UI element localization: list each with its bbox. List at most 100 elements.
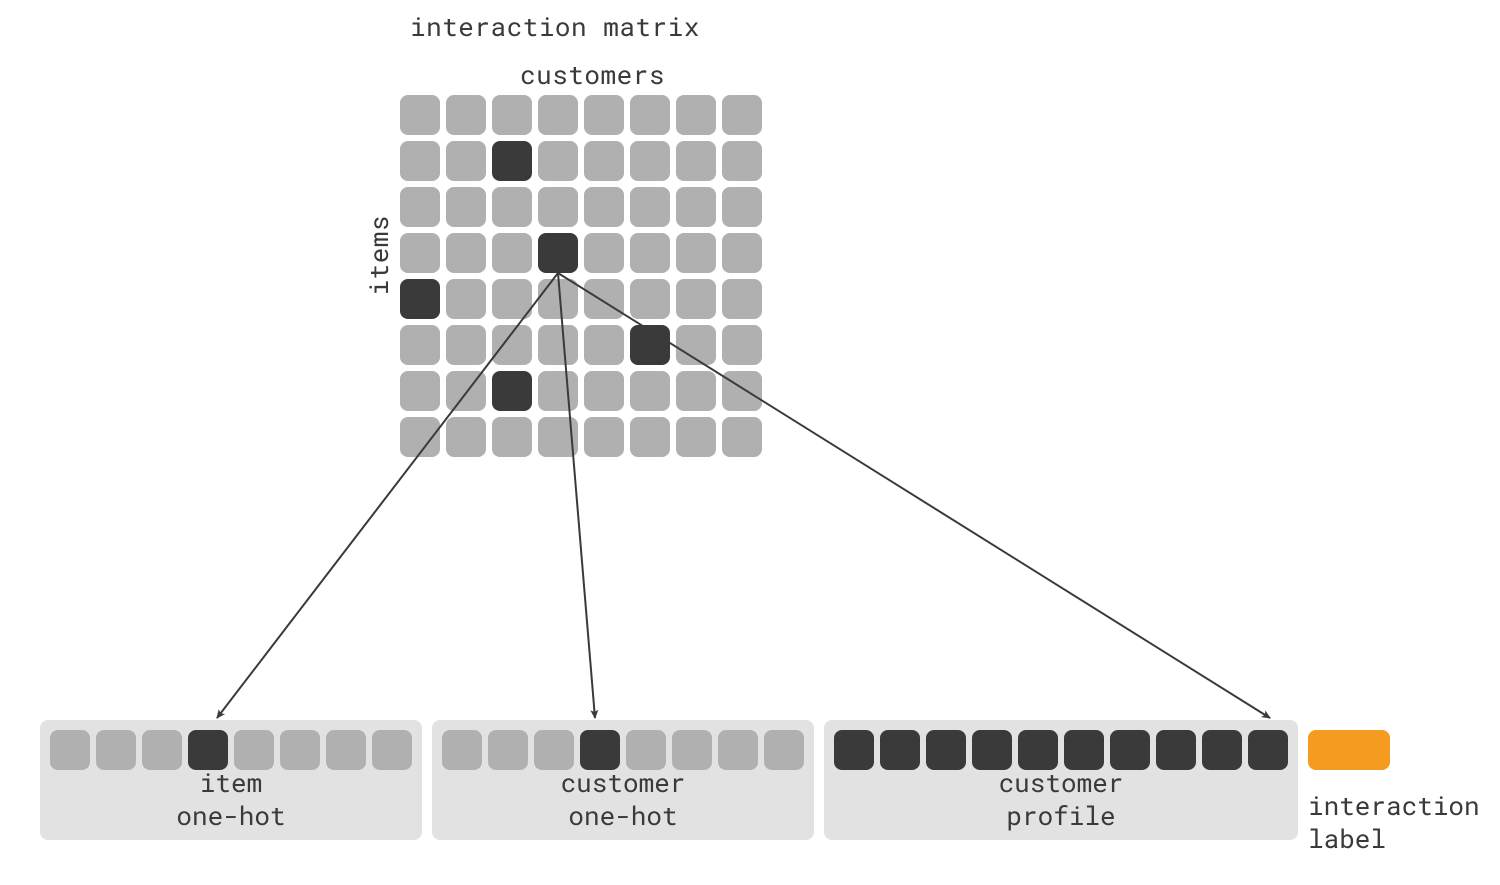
customer-one-hot-caption: customer one-hot — [432, 767, 814, 832]
diagram-title: interaction matrix — [410, 10, 700, 44]
matrix-cell — [538, 279, 578, 319]
matrix-cell — [492, 371, 532, 411]
matrix-cell — [538, 325, 578, 365]
vector-cell — [1110, 730, 1150, 770]
vector-cell — [1202, 730, 1242, 770]
vector-cell — [626, 730, 666, 770]
vector-cell — [834, 730, 874, 770]
matrix-cell — [584, 95, 624, 135]
matrix-cell — [492, 417, 532, 457]
matrix-cell — [630, 417, 670, 457]
matrix-cell — [492, 187, 532, 227]
vector-cell — [764, 730, 804, 770]
matrix-cell — [676, 233, 716, 273]
matrix-cell — [722, 417, 762, 457]
matrix-cell — [722, 233, 762, 273]
matrix-cell — [630, 95, 670, 135]
vector-cell — [1018, 730, 1058, 770]
matrix-cell — [446, 233, 486, 273]
vector-cell — [234, 730, 274, 770]
matrix-cell — [400, 95, 440, 135]
matrix-cell — [584, 233, 624, 273]
vector-cell — [718, 730, 758, 770]
columns-axis-label: customers — [520, 58, 665, 92]
matrix-cell — [492, 95, 532, 135]
matrix-cell — [400, 325, 440, 365]
matrix-cell — [630, 141, 670, 181]
vector-cell — [326, 730, 366, 770]
matrix-cell — [400, 417, 440, 457]
matrix-cell — [630, 279, 670, 319]
matrix-cell — [492, 279, 532, 319]
matrix-cell — [446, 187, 486, 227]
matrix-cell — [630, 187, 670, 227]
matrix-cell — [722, 141, 762, 181]
vector-cell — [880, 730, 920, 770]
matrix-cell — [538, 233, 578, 273]
matrix-cell — [584, 187, 624, 227]
matrix-cell — [676, 279, 716, 319]
vector-cell — [372, 730, 412, 770]
interaction-label-group: interaction label — [1308, 720, 1480, 855]
vector-cell — [1248, 730, 1288, 770]
diagram-stage: interaction matrix customers items item … — [0, 0, 1500, 885]
matrix-cell — [630, 233, 670, 273]
matrix-cell — [722, 95, 762, 135]
matrix-cell — [400, 233, 440, 273]
matrix-cell — [538, 141, 578, 181]
item-one-hot-caption: item one-hot — [40, 767, 422, 832]
interaction-matrix — [400, 95, 762, 457]
matrix-cell — [492, 233, 532, 273]
matrix-cell — [492, 141, 532, 181]
matrix-cell — [446, 141, 486, 181]
vector-cell — [534, 730, 574, 770]
matrix-cell — [584, 325, 624, 365]
matrix-cell — [722, 325, 762, 365]
matrix-cell — [722, 279, 762, 319]
matrix-cell — [446, 417, 486, 457]
matrix-cell — [584, 371, 624, 411]
matrix-cell — [446, 371, 486, 411]
vector-cell — [442, 730, 482, 770]
matrix-cell — [630, 371, 670, 411]
rows-axis-label: items — [362, 215, 396, 296]
matrix-cell — [400, 141, 440, 181]
matrix-cell — [584, 417, 624, 457]
vector-cell — [50, 730, 90, 770]
customer-one-hot-panel: customer one-hot — [432, 720, 814, 840]
matrix-cell — [584, 141, 624, 181]
matrix-cell — [538, 417, 578, 457]
matrix-cell — [676, 325, 716, 365]
vector-cell — [580, 730, 620, 770]
vector-cell — [672, 730, 712, 770]
matrix-cell — [630, 325, 670, 365]
customer-profile-panel: customer profile — [824, 720, 1298, 840]
matrix-cell — [446, 279, 486, 319]
matrix-cell — [676, 417, 716, 457]
customer-profile-caption: customer profile — [824, 767, 1298, 832]
vector-cell — [280, 730, 320, 770]
matrix-cell — [492, 325, 532, 365]
matrix-cell — [676, 371, 716, 411]
matrix-cell — [722, 187, 762, 227]
vector-cell — [926, 730, 966, 770]
interaction-label-caption: interaction label — [1308, 790, 1480, 855]
vector-cell — [142, 730, 182, 770]
matrix-cell — [446, 325, 486, 365]
matrix-cell — [400, 187, 440, 227]
matrix-cell — [400, 371, 440, 411]
interaction-label-pill — [1308, 730, 1390, 770]
feature-row: item one-hotcustomer one-hotcustomer pro… — [40, 720, 1500, 855]
vector-cell — [1064, 730, 1104, 770]
vector-cell — [188, 730, 228, 770]
vector-cell — [972, 730, 1012, 770]
matrix-cell — [538, 371, 578, 411]
matrix-cell — [538, 95, 578, 135]
matrix-cell — [676, 141, 716, 181]
matrix-cell — [676, 187, 716, 227]
vector-cell — [1156, 730, 1196, 770]
item-one-hot-panel: item one-hot — [40, 720, 422, 840]
matrix-cell — [538, 187, 578, 227]
vector-cell — [96, 730, 136, 770]
vector-cell — [488, 730, 528, 770]
